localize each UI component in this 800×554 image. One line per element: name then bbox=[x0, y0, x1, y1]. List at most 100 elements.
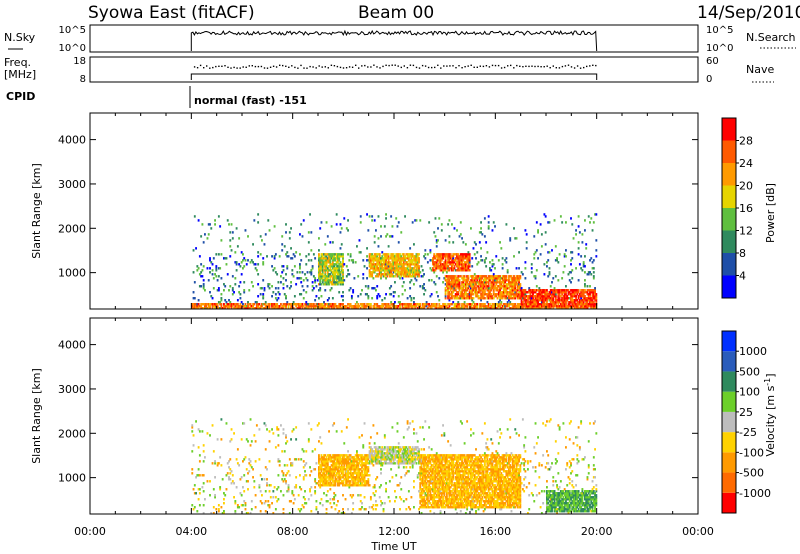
heatmap-cell bbox=[459, 259, 462, 262]
heatmap-cell bbox=[432, 267, 434, 270]
heatmap-cell bbox=[447, 255, 450, 258]
heatmap-cell bbox=[456, 295, 458, 298]
heatmap-cell bbox=[372, 261, 375, 264]
heatmap-cell bbox=[586, 273, 589, 276]
heatmap-cell bbox=[318, 466, 320, 469]
heatmap-cell bbox=[390, 265, 393, 268]
heatmap-cell bbox=[538, 293, 541, 296]
heatmap-cell bbox=[373, 263, 376, 266]
heatmap-cell bbox=[402, 263, 405, 266]
heatmap-cell bbox=[324, 257, 327, 260]
heatmap-cell bbox=[433, 253, 436, 256]
heatmap-cell bbox=[458, 235, 461, 238]
heatmap-cell bbox=[548, 305, 551, 308]
heatmap-cell bbox=[415, 265, 418, 268]
heatmap-cell bbox=[266, 468, 268, 471]
heatmap-cell bbox=[473, 279, 476, 282]
heatmap-cell bbox=[525, 301, 528, 304]
heatmap-cell bbox=[388, 446, 391, 449]
heatmap-cell bbox=[323, 307, 325, 310]
heatmap-cell bbox=[520, 297, 523, 300]
heatmap-cell bbox=[546, 265, 548, 268]
heatmap-cell bbox=[382, 273, 385, 276]
heatmap-cell bbox=[287, 305, 290, 308]
heatmap-cell bbox=[451, 295, 453, 298]
heatmap-cell bbox=[543, 299, 546, 302]
heatmap-cell bbox=[421, 275, 424, 278]
heatmap-cell bbox=[481, 285, 484, 288]
heatmap-cell bbox=[539, 297, 542, 300]
heatmap-cell bbox=[592, 259, 595, 262]
heatmap-cell bbox=[428, 303, 431, 306]
heatmap-cell bbox=[387, 452, 390, 455]
heatmap-cell bbox=[396, 460, 399, 463]
heatmap-cell bbox=[559, 291, 562, 294]
heatmap-cell bbox=[372, 504, 375, 507]
heatmap-cell bbox=[342, 466, 344, 469]
heatmap-cell bbox=[333, 303, 336, 306]
heatmap-cell bbox=[584, 289, 586, 292]
heatmap-cell bbox=[561, 299, 564, 302]
heatmap-cell bbox=[415, 273, 418, 276]
heatmap-cell bbox=[463, 285, 466, 288]
heatmap-cell bbox=[581, 269, 584, 272]
heatmap-cell bbox=[419, 285, 422, 288]
heatmap-cell bbox=[335, 261, 338, 264]
heatmap-cell bbox=[464, 257, 467, 260]
nave-dot bbox=[503, 66, 506, 69]
heatmap-cell bbox=[401, 263, 404, 266]
heatmap-cell bbox=[326, 273, 329, 276]
heatmap-cell bbox=[388, 273, 391, 276]
nave-dot bbox=[446, 65, 448, 67]
heatmap-cell bbox=[487, 293, 490, 296]
heatmap-cell bbox=[415, 269, 418, 272]
heatmap-cell bbox=[211, 273, 214, 276]
heatmap-cell bbox=[320, 269, 323, 272]
heatmap-cell bbox=[411, 456, 414, 459]
heatmap-cell bbox=[414, 446, 417, 449]
heatmap-cell bbox=[224, 305, 227, 308]
heatmap-cell bbox=[348, 303, 351, 306]
heatmap-cell bbox=[401, 271, 404, 274]
nave-dot bbox=[522, 66, 524, 68]
heatmap-cell bbox=[356, 484, 358, 487]
heatmap-cell bbox=[375, 289, 377, 292]
heatmap-cell bbox=[413, 432, 415, 435]
nave-dot bbox=[513, 67, 515, 69]
heatmap-cell bbox=[461, 307, 463, 310]
heatmap-cell bbox=[328, 472, 330, 475]
heatmap-cell bbox=[290, 227, 292, 230]
heatmap-cell bbox=[276, 305, 279, 308]
heatmap-cell bbox=[369, 267, 372, 270]
heatmap-cell bbox=[198, 454, 201, 457]
heatmap-cell bbox=[390, 307, 393, 310]
heatmap-cell bbox=[307, 231, 310, 234]
heatmap-cell bbox=[543, 303, 546, 306]
heatmap-cell bbox=[499, 287, 501, 290]
heatmap-cell bbox=[544, 231, 547, 234]
heatmap-cell bbox=[557, 295, 560, 298]
heatmap-cell bbox=[323, 484, 325, 487]
heatmap-cell bbox=[385, 217, 387, 220]
heatmap-cell bbox=[325, 458, 328, 461]
heatmap-cell bbox=[206, 432, 209, 435]
heatmap-cell bbox=[414, 219, 417, 222]
heatmap-cell bbox=[242, 460, 244, 463]
heatmap-cell bbox=[353, 484, 356, 487]
heatmap-cell bbox=[382, 456, 385, 459]
heatmap-cell bbox=[223, 510, 225, 513]
heatmap-cell bbox=[409, 267, 412, 270]
heatmap-cell bbox=[361, 470, 363, 473]
heatmap-cell bbox=[320, 267, 323, 270]
heatmap-cell bbox=[239, 492, 242, 495]
heatmap-cell bbox=[334, 283, 337, 286]
heatmap-cell bbox=[325, 269, 328, 272]
heatmap-cell bbox=[409, 261, 412, 264]
heatmap-cell bbox=[457, 303, 460, 306]
heatmap-cell bbox=[416, 265, 419, 268]
heatmap-cell bbox=[495, 255, 498, 258]
heatmap-cell bbox=[329, 458, 332, 461]
heatmap-cell bbox=[584, 265, 586, 268]
heatmap-cell bbox=[253, 263, 256, 266]
heatmap-cell bbox=[263, 422, 266, 425]
